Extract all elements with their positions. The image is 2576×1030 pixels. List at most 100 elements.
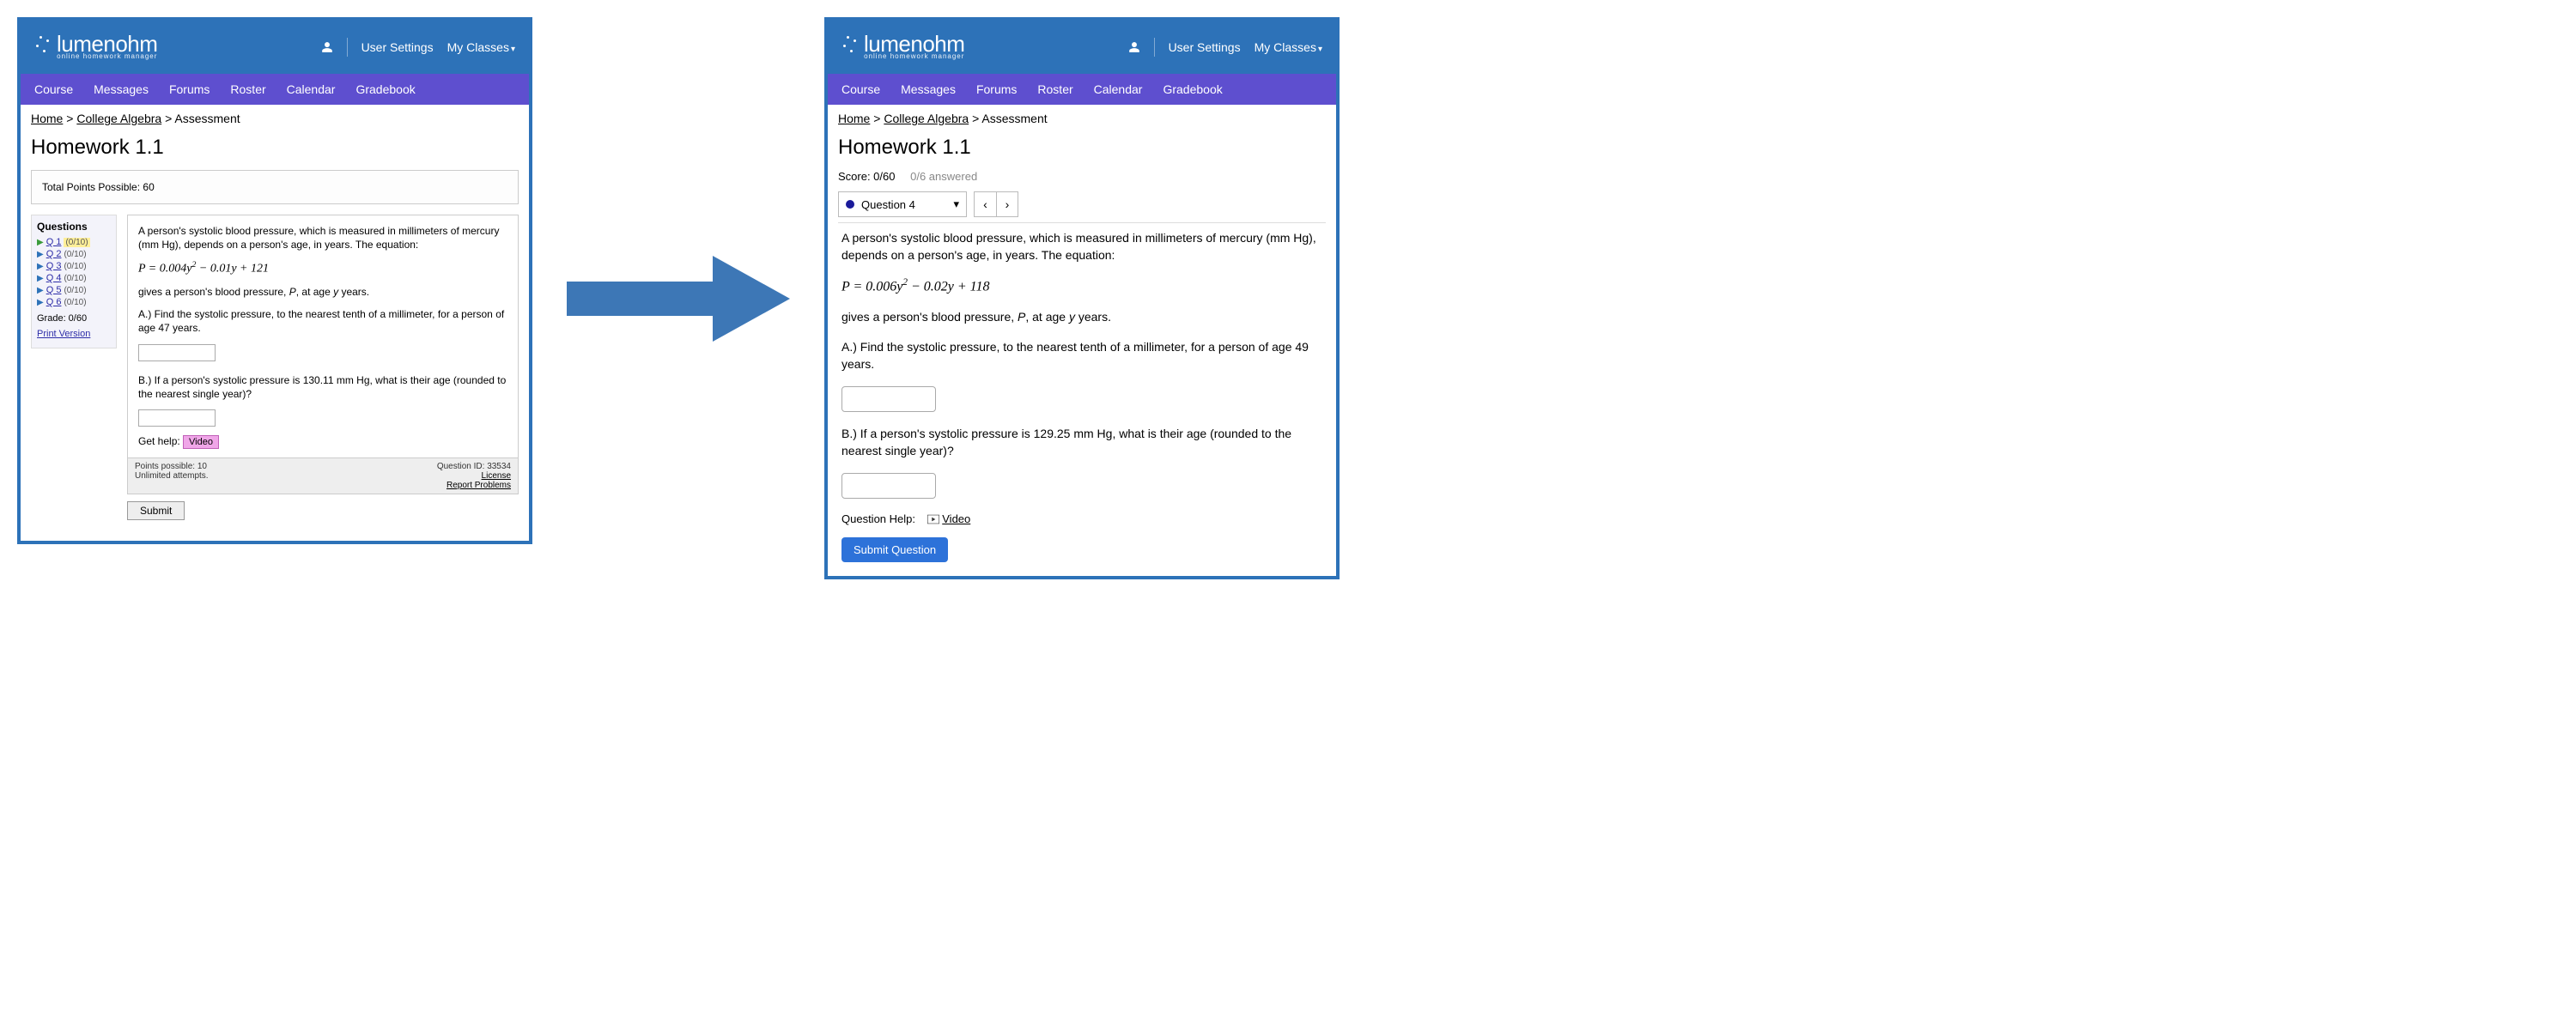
question-selector-label: Question 4: [861, 198, 915, 211]
question-link[interactable]: Q 5: [46, 285, 62, 295]
question-part-a: A.) Find the systolic pressure, to the n…: [841, 339, 1322, 373]
breadcrumb-page: Assessment: [981, 112, 1047, 125]
question-score: (0/10): [64, 298, 86, 307]
video-help-button[interactable]: Video: [183, 435, 219, 449]
question-panel: A person's systolic blood pressure, whic…: [127, 215, 519, 494]
nav-messages[interactable]: Messages: [94, 82, 149, 96]
question-score: (0/10): [64, 274, 86, 283]
nav-messages[interactable]: Messages: [901, 82, 956, 96]
score-line: Score: 0/60 0/6 answered: [838, 170, 1326, 183]
question-link[interactable]: Q 6: [46, 297, 62, 307]
question-score: (0/10): [64, 286, 86, 295]
question-id: Question ID: 33534: [437, 462, 511, 471]
answered-count: 0/6 answered: [910, 170, 977, 183]
score-value: Score: 0/60: [838, 170, 896, 183]
user-icon[interactable]: [1128, 41, 1140, 53]
question-list-item[interactable]: ▶Q 2(0/10): [37, 248, 111, 260]
question-list-item[interactable]: ▶Q 3(0/10): [37, 260, 111, 272]
question-link[interactable]: Q 3: [46, 261, 62, 271]
logo-subtitle: online homework manager: [57, 52, 157, 60]
nav-course[interactable]: Course: [34, 82, 73, 96]
caret-down-icon: ▾: [511, 45, 515, 54]
nav-roster[interactable]: Roster: [230, 82, 265, 96]
questions-sidebar: Questions ▶Q 1(0/10)▶Q 2(0/10)▶Q 3(0/10)…: [31, 215, 117, 348]
submit-question-button[interactable]: Submit Question: [841, 537, 948, 562]
question-list-item[interactable]: ▶Q 4(0/10): [37, 272, 111, 284]
nav-forums[interactable]: Forums: [169, 82, 210, 96]
sidebar-heading: Questions: [37, 221, 111, 233]
points-possible-box: Total Points Possible: 60: [31, 170, 519, 204]
question-intro: A person's systolic blood pressure, whic…: [841, 230, 1322, 264]
triangle-icon: ▶: [37, 274, 44, 283]
nav-roster[interactable]: Roster: [1037, 82, 1072, 96]
question-part-b: B.) If a person's systolic pressure is 1…: [138, 373, 507, 401]
help-line: Get help: Video: [138, 435, 507, 449]
sidebar-grade: Grade: 0/60: [37, 313, 111, 324]
nav-calendar[interactable]: Calendar: [1094, 82, 1143, 96]
topbar: lumenohm online homework manager User Se…: [828, 21, 1336, 74]
topbar: lumenohm online homework manager User Se…: [21, 21, 529, 74]
question-equation: P = 0.004y2 − 0.01y + 121: [138, 260, 507, 276]
answer-input-b[interactable]: [138, 409, 216, 427]
old-ui-panel: lumenohm online homework manager User Se…: [17, 17, 532, 544]
question-equation: P = 0.006y2 − 0.02y + 118: [841, 277, 1322, 294]
nav-course[interactable]: Course: [841, 82, 880, 96]
question-list-item[interactable]: ▶Q 5(0/10): [37, 284, 111, 296]
user-icon[interactable]: [321, 41, 333, 53]
breadcrumb-course[interactable]: College Algebra: [884, 112, 969, 125]
breadcrumb: Home > College Algebra > Assessment: [828, 105, 1336, 132]
breadcrumb-home[interactable]: Home: [838, 112, 870, 125]
question-score: (0/10): [64, 250, 86, 259]
answer-input-a[interactable]: [841, 386, 936, 412]
logo-dots-icon: [34, 34, 52, 60]
question-gives: gives a person's blood pressure, P, at a…: [138, 285, 507, 299]
question-link[interactable]: Q 1: [46, 237, 62, 247]
license-link[interactable]: License: [437, 471, 511, 481]
my-classes-link[interactable]: My Classes▾: [1255, 40, 1322, 54]
question-link[interactable]: Q 2: [46, 249, 62, 259]
user-settings-link[interactable]: User Settings: [361, 40, 434, 54]
breadcrumb-page: Assessment: [174, 112, 240, 125]
nav-forums[interactable]: Forums: [976, 82, 1017, 96]
breadcrumb-home[interactable]: Home: [31, 112, 63, 125]
question-list-item[interactable]: ▶Q 6(0/10): [37, 296, 111, 308]
new-ui-panel: lumenohm online homework manager User Se…: [824, 17, 1340, 579]
report-link[interactable]: Report Problems: [437, 481, 511, 490]
video-icon: [927, 514, 939, 524]
points-possible: Points possible: 10: [135, 462, 209, 471]
next-question-button[interactable]: ›: [996, 191, 1018, 217]
answer-input-b[interactable]: [841, 473, 936, 499]
nav-gradebook[interactable]: Gradebook: [1163, 82, 1222, 96]
status-dot-icon: [846, 200, 854, 209]
question-part-a: A.) Find the systolic pressure, to the n…: [138, 307, 507, 335]
course-navbar: Course Messages Forums Roster Calendar G…: [21, 74, 529, 105]
question-score: (0/10): [64, 238, 89, 247]
video-help-link[interactable]: Video: [927, 512, 971, 525]
question-footer: Points possible: 10 Unlimited attempts. …: [128, 457, 518, 494]
page-title: Homework 1.1: [31, 136, 519, 160]
question-list-item[interactable]: ▶Q 1(0/10): [37, 236, 111, 248]
triangle-icon: ▶: [37, 250, 44, 259]
question-link[interactable]: Q 4: [46, 273, 62, 283]
logo[interactable]: lumenohm online homework manager: [34, 34, 157, 60]
submit-button[interactable]: Submit: [127, 501, 185, 520]
nav-gradebook[interactable]: Gradebook: [355, 82, 415, 96]
breadcrumb: Home > College Algebra > Assessment: [21, 105, 529, 132]
help-label: Get help:: [138, 435, 180, 447]
answer-input-a[interactable]: [138, 344, 216, 361]
caret-down-icon: ▾: [1318, 45, 1322, 54]
caret-down-icon: ▾: [953, 197, 959, 211]
logo[interactable]: lumenohm online homework manager: [841, 34, 964, 60]
question-part-b: B.) If a person's systolic pressure is 1…: [841, 426, 1322, 459]
print-version-link[interactable]: Print Version: [37, 329, 90, 339]
page-title: Homework 1.1: [838, 136, 1326, 160]
video-link-label: Video: [942, 512, 970, 525]
question-score: (0/10): [64, 262, 86, 271]
help-label: Question Help:: [841, 512, 915, 525]
my-classes-link[interactable]: My Classes▾: [447, 40, 515, 54]
prev-question-button[interactable]: ‹: [974, 191, 996, 217]
breadcrumb-course[interactable]: College Algebra: [76, 112, 161, 125]
nav-calendar[interactable]: Calendar: [287, 82, 336, 96]
question-selector[interactable]: Question 4 ▾: [838, 191, 967, 217]
user-settings-link[interactable]: User Settings: [1169, 40, 1241, 54]
